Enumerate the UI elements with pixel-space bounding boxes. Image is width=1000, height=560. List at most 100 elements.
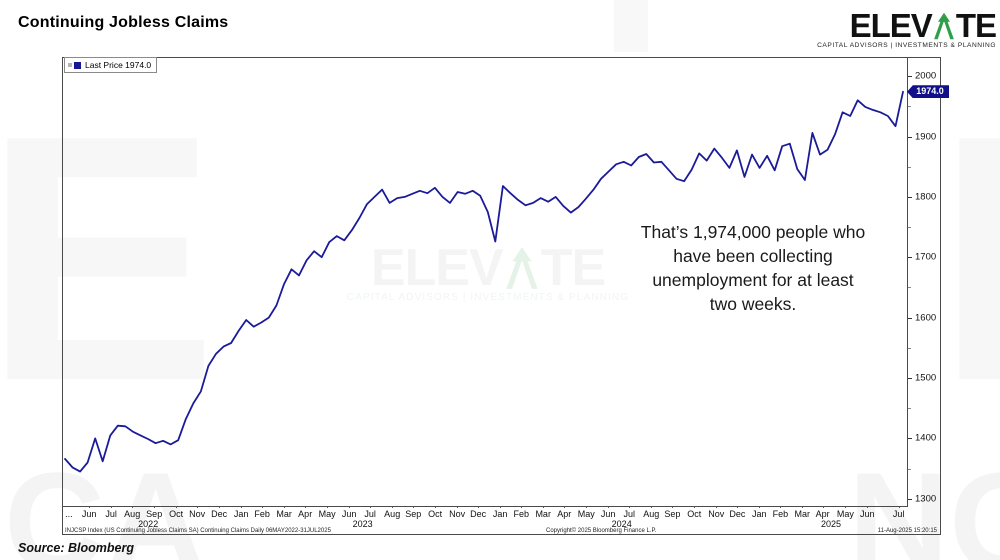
x-tick: [672, 506, 674, 508]
x-tick: [219, 506, 221, 508]
x-month-label: Aug: [384, 509, 401, 519]
x-tick: [435, 506, 437, 508]
x-month-label: Nov: [449, 509, 466, 519]
x-month-label: Feb: [254, 509, 270, 519]
x-tick: [845, 506, 847, 508]
x-month-label: Jun: [600, 509, 616, 519]
x-tick: [586, 506, 588, 508]
y-tick: [908, 136, 912, 138]
y-tick-label: 2000: [915, 70, 937, 82]
x-tick: [651, 506, 653, 508]
y-tick-label: 1800: [915, 191, 937, 203]
legend-box: Last Price 1974.0: [64, 57, 158, 73]
x-month-label: Apr: [815, 509, 830, 519]
x-month-label: Oct: [169, 509, 184, 519]
x-month-label: Feb: [513, 509, 530, 519]
y-minor-tick: [908, 347, 911, 349]
last-price-line: [64, 90, 904, 473]
y-tick-label: 1700: [915, 251, 937, 263]
y-tick-label: 1400: [915, 432, 937, 444]
x-tick: [241, 506, 243, 508]
x-month-label: Dec: [729, 509, 746, 519]
x-month-label: May: [577, 509, 595, 519]
x-month-label: ...: [65, 509, 73, 519]
x-month-label: Feb: [772, 509, 789, 519]
x-tick: [478, 506, 480, 508]
y-tick-label: 1900: [915, 131, 937, 142]
page-title: Continuing Jobless Claims: [18, 14, 229, 31]
x-month-label: Sep: [405, 509, 422, 519]
x-month-label: Jan: [492, 509, 508, 519]
x-year-label: 2023: [352, 519, 373, 529]
x-tick: [500, 506, 502, 508]
source-attribution: Source: Bloomberg: [18, 541, 134, 555]
x-tick: [898, 506, 900, 508]
plot-area: ELEV TE CAPITAL ADVISORS | INVESTMENTS &…: [63, 57, 908, 507]
x-tick: [608, 506, 610, 508]
x-month-label: Jul: [623, 509, 636, 519]
y-tick: [908, 257, 912, 259]
annotation-text: That’s 1,974,000 people who have been co…: [615, 220, 891, 317]
y-minor-tick: [908, 227, 911, 229]
x-tick: [132, 506, 134, 508]
x-month-label: Jan: [233, 509, 249, 519]
legend-drag-icon: [68, 63, 72, 67]
last-price-badge: 1974.0: [907, 85, 949, 99]
x-year-label: 2024: [611, 519, 632, 529]
x-tick: [349, 506, 351, 508]
x-tick: [262, 506, 264, 508]
x-tick: [89, 506, 91, 508]
annotation-line-1: That’s 1,974,000 people who: [640, 222, 866, 242]
legend-series-swatch: [74, 61, 81, 69]
x-month-label: Jan: [752, 509, 767, 519]
x-month-label: Sep: [664, 509, 681, 519]
x-month-label: Oct: [428, 509, 443, 519]
x-tick: [780, 506, 782, 508]
x-month-label: Aug: [124, 509, 141, 519]
x-year-label: 2025: [820, 519, 842, 529]
x-month-label: Dec: [211, 509, 228, 519]
y-minor-tick: [908, 287, 911, 289]
annotation-line-2: have been collecting: [673, 246, 833, 267]
logo-tagline: CAPITAL ADVISORS | INVESTMENTS & PLANNIN…: [817, 42, 996, 49]
x-month-label: May: [836, 509, 854, 519]
y-minor-tick: [908, 166, 911, 168]
x-month-label: Mar: [276, 509, 292, 519]
x-month-label: Dec: [470, 509, 487, 519]
x-month-label: Nov: [708, 509, 725, 519]
y-tick: [908, 438, 912, 440]
y-tick: [908, 317, 912, 319]
x-tick: [802, 506, 804, 508]
x-month-label: Jul: [105, 509, 117, 519]
x-tick: [737, 506, 739, 508]
x-tick: [305, 506, 307, 508]
x-year-label: 2022: [138, 519, 159, 529]
y-tick-label: 1500: [915, 372, 937, 384]
x-month-label: Oct: [687, 509, 702, 519]
x-month-label: Mar: [535, 509, 551, 519]
y-minor-tick: [908, 106, 911, 108]
x-month-label: Jun: [341, 509, 357, 519]
x-tick: [392, 506, 394, 508]
x-tick: [154, 506, 156, 508]
logo-text-left: ELEV: [849, 6, 933, 44]
x-tick: [564, 506, 566, 508]
y-tick: [908, 76, 912, 78]
x-month-label: Apr: [298, 509, 313, 519]
x-tick: [759, 506, 761, 508]
x-month-label: Jun: [860, 509, 875, 519]
x-month-label: Sep: [146, 509, 163, 519]
logo-text-right: TE: [955, 6, 997, 44]
y-minor-tick: [908, 468, 911, 470]
x-tick: [370, 506, 372, 508]
copyright-text: Copyright© 2025 Bloomberg Finance L.P.: [546, 528, 657, 534]
x-tick: [521, 506, 523, 508]
x-tick: [716, 506, 718, 508]
x-tick: [822, 506, 824, 508]
x-tick: [327, 506, 329, 508]
y-tick-label: 1600: [915, 312, 937, 324]
x-month-label: Aug: [643, 509, 660, 519]
y-tick-label: 1300: [915, 493, 937, 505]
timestamp-text: 11-Aug-2025 15:20:15: [877, 528, 937, 534]
